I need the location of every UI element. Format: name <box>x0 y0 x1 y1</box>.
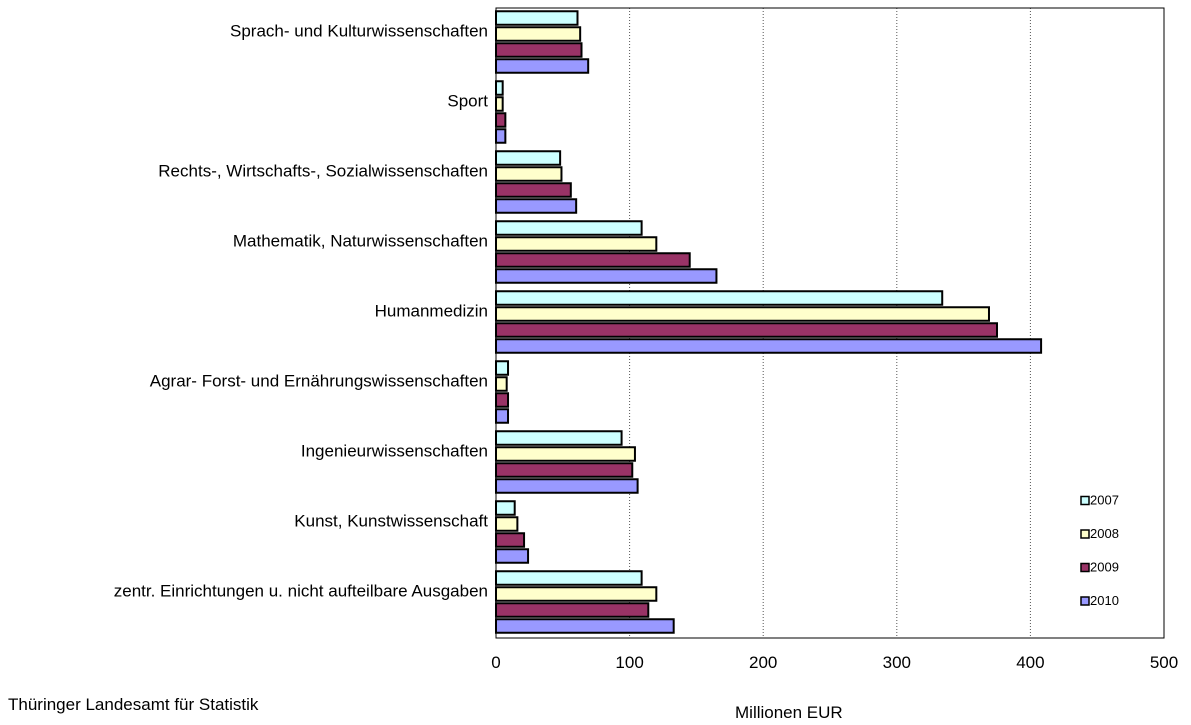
bar <box>495 462 634 478</box>
bar <box>495 80 504 96</box>
x-axis-ticks: 0 100 200 300 400 500 <box>491 653 1178 672</box>
x-axis-label: Millionen EUR <box>735 703 843 722</box>
bar <box>495 338 1043 354</box>
bar <box>495 96 504 112</box>
category-label: Kunst, Kunstwissenschaft <box>294 511 488 530</box>
legend-label: 2008 <box>1090 526 1119 541</box>
bar <box>495 408 510 424</box>
bar <box>495 128 507 144</box>
bar <box>495 112 507 128</box>
plot-frame <box>495 7 1165 639</box>
legend-swatch <box>1080 562 1090 573</box>
bar <box>495 198 578 214</box>
category-label: Mathematik, Naturwissenschaften <box>233 231 488 250</box>
bar <box>495 182 572 198</box>
source-note: Thüringer Landesamt für Statistik <box>8 695 259 714</box>
bar <box>495 220 643 236</box>
x-tick-label: 300 <box>883 653 911 672</box>
bar <box>495 360 510 376</box>
bar <box>495 586 658 602</box>
bar <box>495 548 530 564</box>
bars <box>495 10 1043 634</box>
bar <box>495 322 998 338</box>
bar <box>495 570 643 586</box>
x-tick-label: 500 <box>1150 653 1178 672</box>
bar <box>495 236 658 252</box>
legend-swatch <box>1080 596 1090 606</box>
category-label: Sprach- und Kulturwissenschaften <box>230 21 488 40</box>
category-label: Sport <box>447 91 488 110</box>
bar <box>495 446 636 462</box>
bar <box>495 532 526 548</box>
category-label: Agrar- Forst- und Ernährungswissenschaft… <box>150 371 488 390</box>
bar <box>495 376 508 392</box>
bar <box>495 618 675 634</box>
legend: 2007 2008 2009 2010 <box>1080 492 1119 608</box>
bar <box>495 478 639 494</box>
bar <box>495 392 510 408</box>
bar <box>495 150 562 166</box>
category-label: Humanmedizin <box>375 301 488 320</box>
legend-label: 2010 <box>1090 593 1119 608</box>
bar <box>495 252 691 268</box>
bar <box>495 268 718 284</box>
bar <box>495 602 650 618</box>
legend-swatch <box>1080 495 1090 506</box>
x-tick-label: 200 <box>749 653 777 672</box>
category-label: Ingenieurwissenschaften <box>301 441 488 460</box>
bar <box>495 430 623 446</box>
legend-swatch <box>1080 529 1090 539</box>
x-tick-label: 100 <box>615 653 643 672</box>
bar <box>495 516 519 532</box>
category-label: Rechts-, Wirtschafts-, Sozialwissenschaf… <box>158 161 488 180</box>
bar <box>495 58 590 74</box>
legend-label: 2009 <box>1090 559 1119 574</box>
bar <box>495 166 563 182</box>
legend-label: 2007 <box>1090 492 1119 507</box>
bar <box>495 500 516 516</box>
x-tick-label: 400 <box>1016 653 1044 672</box>
bar <box>495 306 990 322</box>
bar <box>495 290 944 306</box>
bar <box>495 26 582 42</box>
bar <box>495 10 579 26</box>
category-label: zentr. Einrichtungen u. nicht aufteilbar… <box>114 581 488 600</box>
x-tick-label: 0 <box>491 653 500 672</box>
bar <box>495 42 583 58</box>
category-labels: Sprach- und Kulturwissenschaften Sport Rec… <box>114 21 489 600</box>
